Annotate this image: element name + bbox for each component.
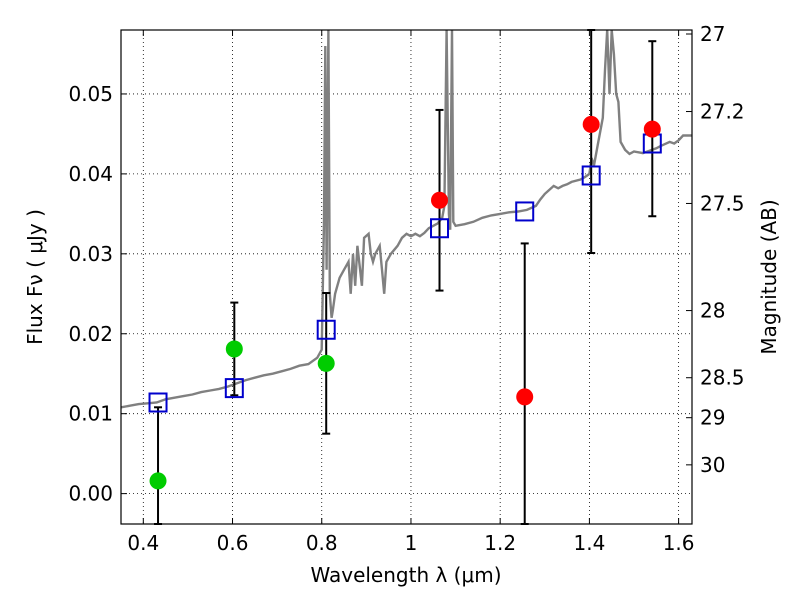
model-square [515,201,535,222]
plot-area [121,29,692,525]
model-square [316,319,336,340]
gridlines [121,30,692,524]
data-point [516,388,534,406]
y-tick-label: 0.02 [68,322,113,346]
y-tick-label: 0.04 [68,162,113,186]
x-tick-label: 0.8 [306,531,338,555]
x-axis-label: Wavelength λ (μm) [310,563,501,587]
model-square [581,165,601,186]
model-square [224,378,244,399]
y2-tick-label: 27 [700,22,725,46]
data-point [225,340,243,358]
plot-frame [120,29,693,525]
data-point [582,115,600,133]
y-tick-label: 0.03 [68,242,113,266]
x-ticks: 0.4 0.6 0.8 1 1.2 1.4 1.6 [127,30,695,555]
spectrum-line [121,30,692,409]
y2-tick-label: 28.5 [700,366,745,390]
data-point [643,120,661,138]
model-square [148,392,168,413]
data-point [431,191,449,209]
data-point [317,354,335,372]
x-tick-label: 1.6 [663,531,695,555]
x-tick-label: 1.4 [573,531,605,555]
x-tick-label: 1.2 [484,531,516,555]
y-tick-label: 0.05 [68,82,113,106]
y2-tick-label: 30 [700,453,725,477]
x-tick-label: 0.6 [217,531,249,555]
y2-tick-label: 27.2 [700,100,745,124]
model-square [430,218,450,239]
y-tick-label: 0.00 [68,482,113,506]
y2-ticks: 27 27.2 27.5 28 28.5 29 30 [686,22,745,477]
y-tick-label: 0.01 [68,402,113,426]
data-point [149,472,167,490]
y2-tick-label: 29 [700,406,725,430]
x-tick-label: 0.4 [127,531,159,555]
y2-tick-label: 28 [700,299,725,323]
y-ticks: 0.00 0.01 0.02 0.03 0.04 0.05 [68,82,127,506]
y2-tick-label: 27.5 [700,191,745,215]
y2-axis-label: Magnitude (AB) [757,199,781,354]
x-tick-label: 1 [405,531,418,555]
y-axis-label: Flux Fν ( μJy ) [23,209,47,345]
